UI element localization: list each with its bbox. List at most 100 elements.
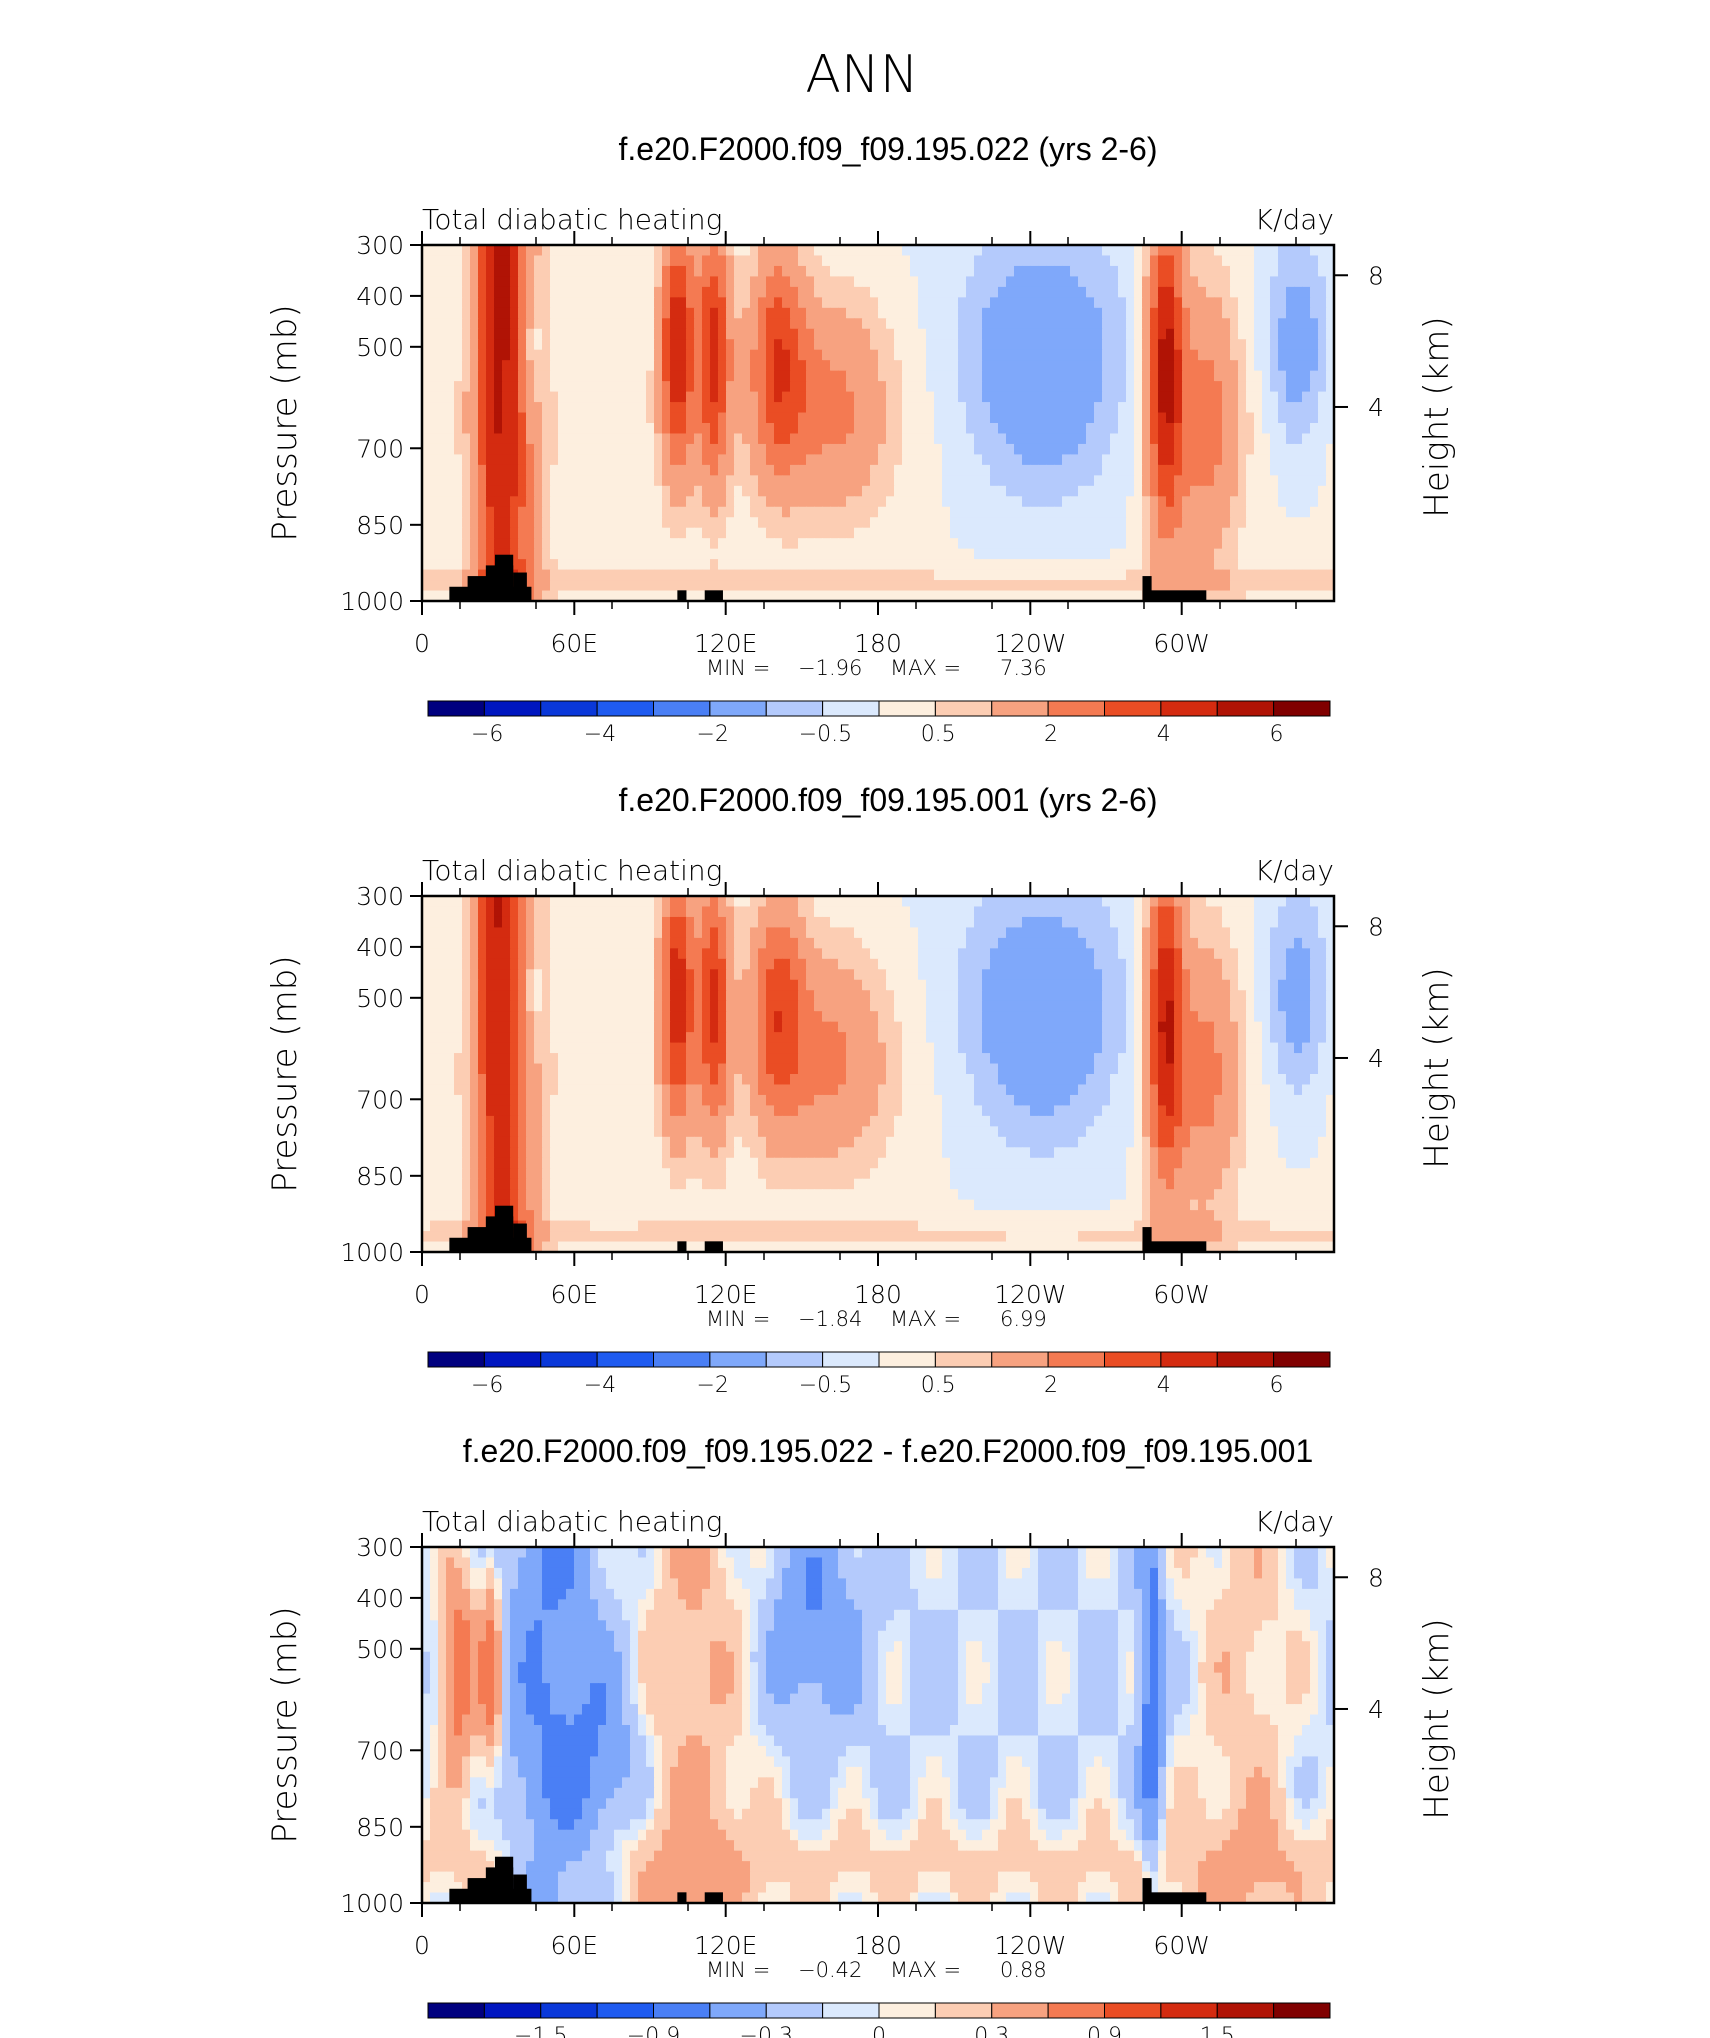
min-label: MIN =	[706, 1958, 770, 1982]
colorbar-label: −0.9	[627, 2024, 680, 2038]
y-tick-label: 400	[356, 282, 404, 311]
x-tick-label: 120W	[994, 629, 1066, 658]
topography	[1142, 1878, 1152, 1903]
topography	[494, 1205, 514, 1252]
left-label: Total diabatic heating	[422, 203, 722, 236]
topography	[1142, 1227, 1152, 1252]
colorbar-swatch	[653, 2002, 711, 2019]
colorbar-swatch	[1047, 2002, 1105, 2019]
max-label: MAX =	[890, 1307, 961, 1331]
colorbar-swatch	[765, 700, 824, 717]
y-tick-label: 500	[356, 333, 404, 362]
colorbar-label: 2	[1044, 722, 1058, 747]
panel-3: f.e20.F2000.f09_f09.195.022 - f.e20.F200…	[265, 1433, 1457, 2038]
units-label: K/day	[1255, 203, 1334, 236]
y-right-axis-title: Height (km)	[1417, 316, 1457, 517]
colorbar-swatch	[1160, 700, 1218, 717]
x-tick-label: 120W	[994, 1931, 1066, 1960]
y-tick-label: 1000	[340, 1889, 404, 1918]
max-label: MAX =	[890, 1958, 961, 1982]
topography	[704, 1892, 723, 1903]
x-tick-label: 120E	[694, 1931, 758, 1960]
colorbar-swatch	[878, 2002, 936, 2019]
left-label: Total diabatic heating	[422, 854, 722, 887]
colorbar-swatch	[540, 700, 598, 717]
colorbar-swatch	[483, 700, 542, 717]
y-tick-label: 1000	[340, 587, 404, 616]
topography	[1142, 1892, 1207, 1903]
y-tick-label: 700	[356, 1085, 404, 1114]
colorbar-swatch	[596, 2002, 654, 2019]
units-label: K/day	[1255, 1505, 1334, 1538]
colorbar-swatch	[934, 2002, 993, 2019]
colorbar-swatch	[1273, 1351, 1331, 1368]
panel-2: f.e20.F2000.f09_f09.195.001 (yrs 2-6) Tot…	[265, 782, 1457, 1398]
y-tick-label: 300	[356, 1533, 404, 1562]
colorbar-swatch	[1104, 700, 1162, 717]
colorbar-label: 4	[1157, 1373, 1171, 1398]
colorbar-swatch	[991, 2002, 1049, 2019]
y-right-tick-label: 8	[1368, 261, 1384, 290]
y-right-tick-label: 8	[1368, 1563, 1384, 1592]
x-tick-label: 60E	[550, 1931, 598, 1960]
colorbar-label: −0.3	[740, 2024, 793, 2038]
colorbar-label: 0	[872, 2024, 886, 2038]
colorbar-label: 6	[1269, 1373, 1283, 1398]
topography	[494, 1856, 514, 1903]
colorbar-swatch	[991, 700, 1049, 717]
colorbar-swatch	[653, 700, 711, 717]
min-value: −1.84	[798, 1307, 862, 1331]
y-tick-label: 400	[356, 933, 404, 962]
colorbar: −1.5 −0.9 −0.3 0 0.3 0.9 1.5	[427, 2002, 1331, 2038]
colorbar-swatch	[483, 1351, 542, 1368]
colorbar-label: −1.5	[514, 2024, 567, 2038]
colorbar-label: 4	[1157, 722, 1171, 747]
topography	[513, 1874, 527, 1903]
max-value: 7.36	[1000, 656, 1047, 680]
colorbar-swatch	[1160, 2002, 1218, 2019]
max-label: MAX =	[890, 656, 961, 680]
colorbar-label: −0.5	[799, 722, 852, 747]
colorbar-label: 2	[1044, 1373, 1058, 1398]
x-tick-label: 180	[854, 1931, 902, 1960]
y-right-tick-label: 4	[1368, 393, 1384, 422]
y-tick-label: 700	[356, 434, 404, 463]
min-label: MIN =	[706, 656, 770, 680]
left-label: Total diabatic heating	[422, 1505, 722, 1538]
colorbar-label: −2	[696, 722, 728, 747]
y-tick-label: 300	[356, 882, 404, 911]
colorbar-swatch	[822, 2002, 880, 2019]
y-right-tick-label: 4	[1368, 1695, 1384, 1724]
y-tick-label: 850	[356, 511, 404, 540]
colorbar-label: 0.9	[1087, 2024, 1122, 2038]
colorbar-label: −0.5	[799, 1373, 852, 1398]
colorbar-swatch	[1273, 2002, 1331, 2019]
colorbar-swatch	[540, 1351, 598, 1368]
x-tick-label: 60E	[550, 1280, 598, 1309]
colorbar-label: −4	[584, 1373, 616, 1398]
topography	[494, 554, 514, 601]
y-right-tick-label: 4	[1368, 1044, 1384, 1073]
x-tick-label: 60W	[1153, 1931, 1210, 1960]
colorbar-swatch	[765, 1351, 824, 1368]
colorbar-swatch	[709, 1351, 767, 1368]
topography	[704, 1241, 723, 1252]
topography	[704, 590, 723, 601]
colorbar-swatch	[709, 2002, 767, 2019]
x-tick-label: 60W	[1153, 1280, 1210, 1309]
colorbar-swatch	[1216, 700, 1275, 717]
colorbar-swatch	[822, 1351, 880, 1368]
y-right-axis-title: Height (km)	[1417, 967, 1457, 1168]
colorbar-swatch	[1104, 2002, 1162, 2019]
topography	[1142, 576, 1152, 601]
colorbar-swatch	[427, 2002, 485, 2019]
colorbar-swatch	[596, 1351, 654, 1368]
panel-title: f.e20.F2000.f09_f09.195.022 (yrs 2-6)	[618, 131, 1157, 167]
colorbar-swatch	[427, 700, 485, 717]
y-tick-label: 500	[356, 984, 404, 1013]
topography	[677, 1241, 687, 1252]
colorbar-swatch	[1216, 1351, 1275, 1368]
x-tick-label: 0	[414, 1280, 430, 1309]
colorbar-label: −6	[471, 722, 503, 747]
